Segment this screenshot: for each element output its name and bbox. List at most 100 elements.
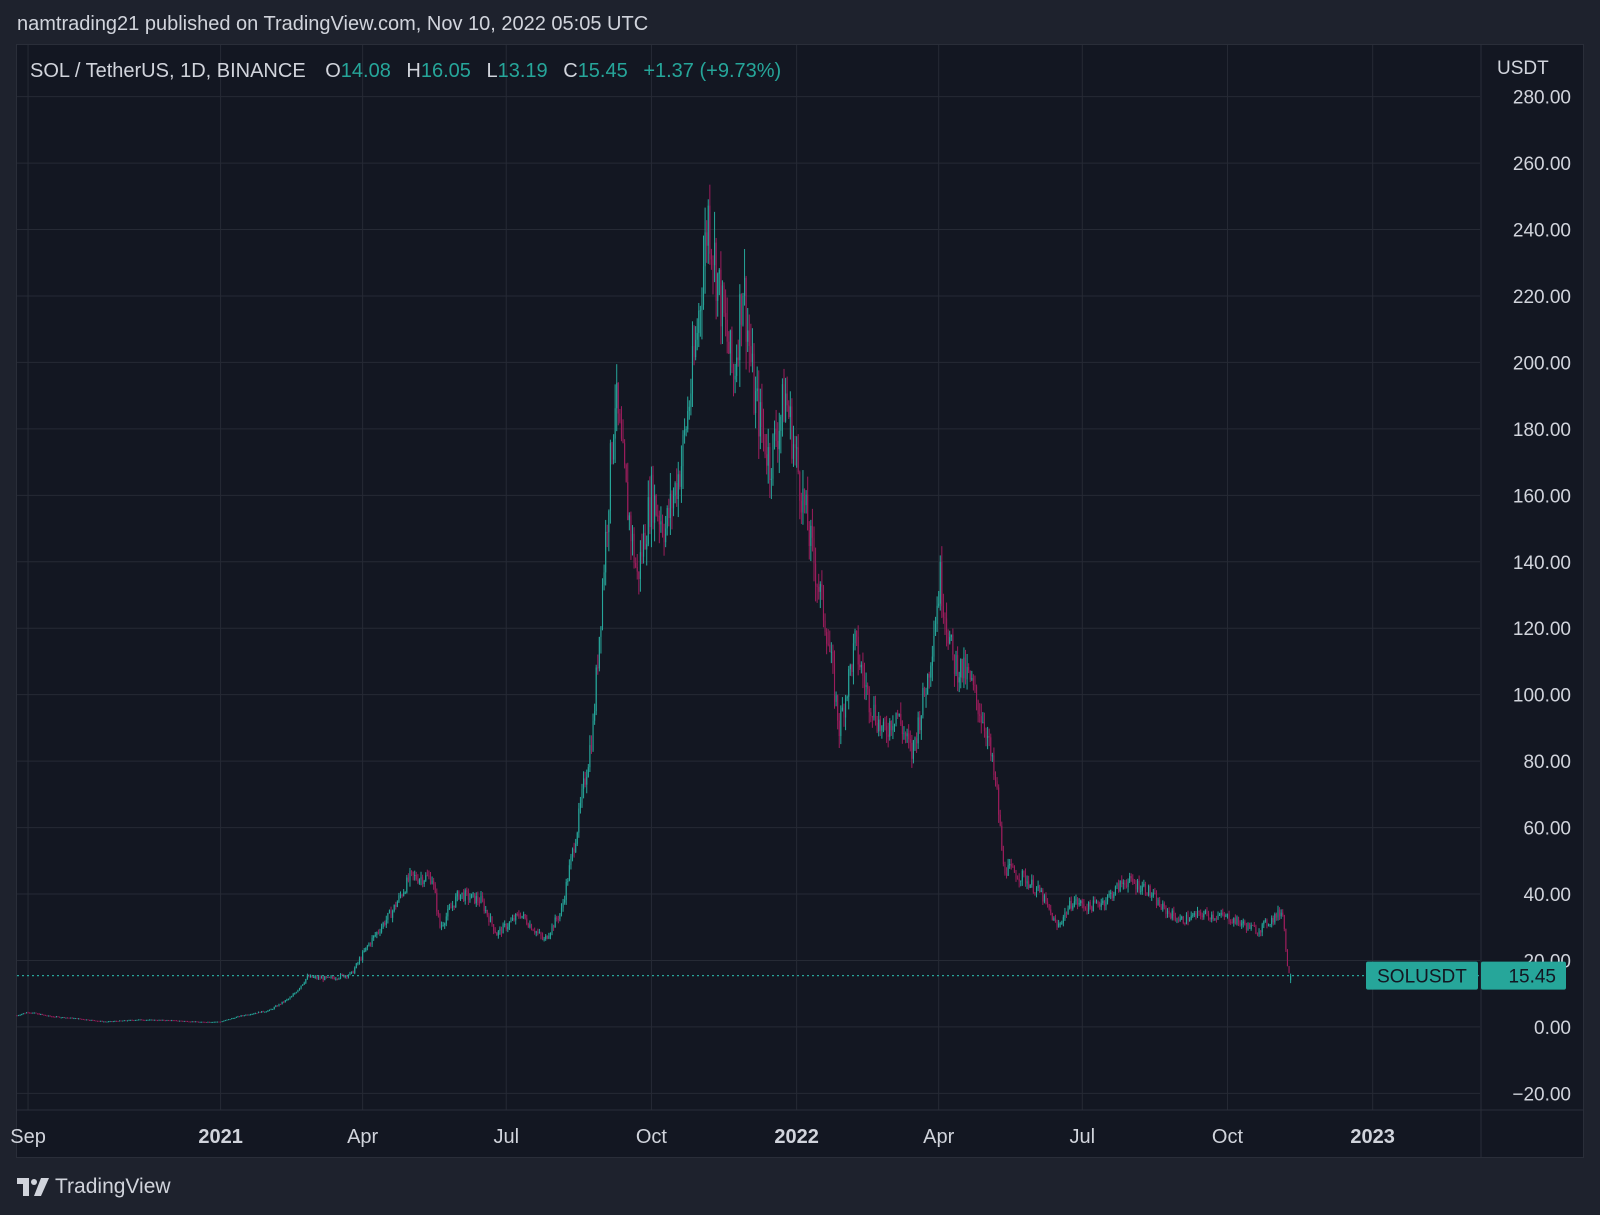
candle-body — [975, 686, 978, 701]
candle-body — [595, 667, 597, 712]
candle-body — [103, 1021, 105, 1023]
price-tick-label: 220.00 — [1513, 287, 1571, 308]
candle-body — [685, 429, 687, 431]
candle-body — [1170, 913, 1172, 919]
candle-body — [848, 669, 850, 697]
candle-body — [704, 232, 706, 267]
candle-body — [311, 975, 313, 978]
candle-body — [150, 1019, 152, 1021]
candle-body — [360, 958, 362, 960]
candle-body — [690, 393, 692, 407]
candle-body — [996, 781, 998, 788]
candle-body — [231, 1018, 233, 1020]
candle-body — [714, 242, 716, 266]
candle-body — [633, 533, 635, 563]
candle-body — [1214, 918, 1216, 920]
candle-body — [35, 1012, 37, 1014]
candle-body — [256, 1013, 258, 1015]
candle-body — [302, 984, 304, 986]
candle-body — [204, 1021, 206, 1023]
candle-body — [870, 712, 872, 717]
candle-body — [777, 440, 779, 450]
candle-body — [172, 1020, 174, 1022]
time-tick-label: Sep — [10, 1126, 46, 1148]
candle-body — [1225, 914, 1227, 917]
candle-body — [29, 1012, 31, 1014]
candle-body — [212, 1021, 214, 1023]
candle-body — [354, 967, 356, 974]
candle-body — [175, 1020, 177, 1022]
candle-body — [1207, 913, 1210, 918]
candle-body — [852, 643, 855, 672]
candle-body — [901, 724, 903, 735]
candle-body — [96, 1020, 99, 1022]
candle-body — [822, 586, 825, 621]
legend-symbol[interactable]: SOL / TetherUS, 1D, BINANCE — [30, 60, 306, 82]
candle-body — [250, 1014, 252, 1016]
footer-brand[interactable]: TradingView — [17, 1175, 171, 1199]
candle-body — [597, 667, 599, 669]
candle-body — [886, 725, 888, 735]
candle-body — [65, 1017, 67, 1019]
candle-body — [832, 651, 834, 663]
candle-body — [55, 1016, 58, 1018]
candle-body — [158, 1019, 160, 1021]
candle-body — [721, 285, 724, 327]
candle-body — [534, 930, 536, 933]
candle-body — [680, 466, 682, 487]
candle-body — [1116, 883, 1118, 887]
candle-body — [587, 767, 589, 777]
candle-body — [1084, 907, 1086, 909]
candle-body — [912, 740, 914, 759]
candle-body — [824, 620, 826, 633]
candle-body — [107, 1021, 110, 1023]
time-tick-label: Oct — [636, 1126, 668, 1148]
candle-body — [665, 528, 667, 543]
candle-body — [1286, 949, 1289, 967]
candle-body — [283, 1001, 285, 1003]
candle-body — [1035, 888, 1038, 893]
candle-body — [136, 1019, 138, 1021]
candle-body — [666, 508, 668, 529]
candle-body — [92, 1019, 94, 1021]
candle-body — [598, 636, 600, 669]
candle-body — [1088, 901, 1090, 912]
candle-body — [1212, 914, 1214, 919]
candle-body — [202, 1021, 204, 1023]
candle-body — [223, 1020, 225, 1022]
candle-body — [873, 704, 875, 718]
candle-body — [764, 434, 766, 455]
candle-body — [516, 913, 518, 915]
candle-body — [95, 1020, 97, 1022]
candle-body — [720, 269, 722, 327]
candle-body — [84, 1019, 86, 1021]
candle-body — [827, 643, 829, 645]
candle-body — [1263, 921, 1265, 925]
candle-body — [1152, 892, 1154, 896]
candle-body — [229, 1019, 231, 1021]
price-axis[interactable]: 280.00 260.00 240.00 220.00 200.00 180.00 160.… — [1512, 88, 1571, 1106]
candle-body — [884, 721, 886, 726]
candle-body — [1274, 913, 1276, 923]
candle-body — [22, 1013, 24, 1015]
price-tick-label: 280.00 — [1513, 88, 1571, 109]
candle-body — [835, 695, 837, 702]
candle-body — [505, 924, 507, 930]
candle-body — [576, 832, 578, 844]
candle-body — [448, 907, 450, 909]
candle-body — [1255, 926, 1257, 934]
candle-body — [781, 384, 783, 417]
candle-body — [789, 406, 791, 418]
candle-body — [210, 1021, 212, 1023]
candle-body — [874, 704, 877, 723]
candle-body — [429, 875, 432, 884]
candle-body — [786, 393, 788, 406]
candle-body — [38, 1013, 40, 1015]
candle-body — [1151, 895, 1153, 897]
candle-body — [66, 1017, 69, 1019]
time-axis[interactable]: Sep 2021 Apr Jul Oct 2022 Apr Jul Oct 2023 — [10, 1126, 1395, 1148]
candle-body — [1097, 901, 1099, 905]
candle-body — [1288, 966, 1290, 974]
candle-body — [889, 720, 891, 737]
